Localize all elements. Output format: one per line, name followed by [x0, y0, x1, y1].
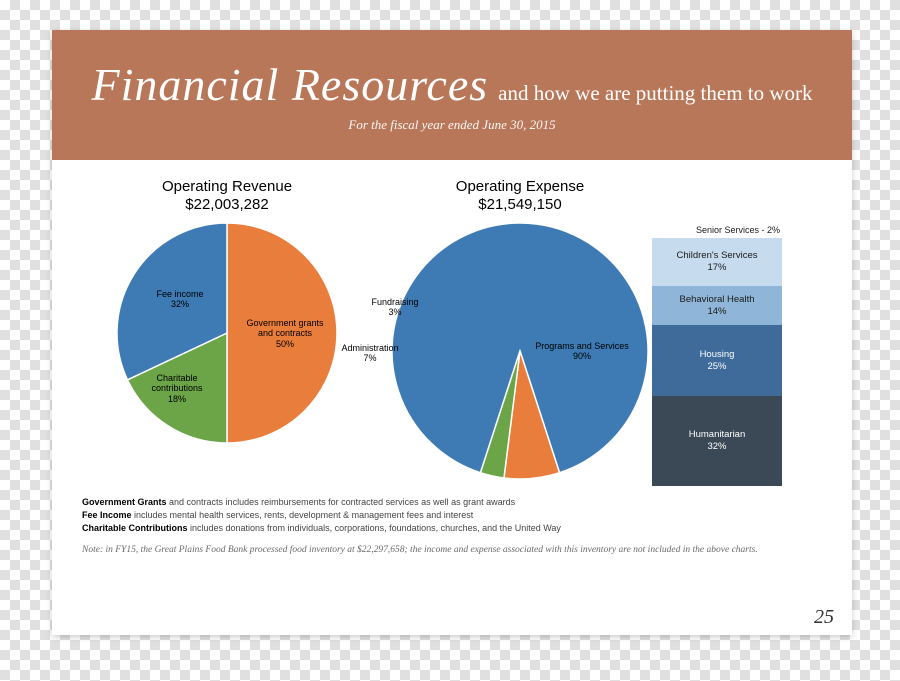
breakdown-cell: Housing25% [652, 325, 782, 395]
revenue-chart: Operating Revenue $22,003,282 Government… [82, 178, 372, 490]
banner-subtitle: For the fiscal year ended June 30, 2015 [348, 117, 555, 133]
banner-title-script: Financial Resources [91, 58, 488, 111]
expense-title: Operating Expense [456, 178, 584, 195]
charts-row: Operating Revenue $22,003,282 Government… [52, 160, 852, 490]
footnote-line: Charitable Contributions includes donati… [82, 522, 822, 535]
expense-header: Operating Expense $21,549,150 [456, 178, 584, 213]
footnotes: Government Grants and contracts includes… [52, 490, 852, 535]
page-number: 25 [814, 606, 834, 629]
revenue-title: Operating Revenue [162, 178, 292, 195]
banner-title-rest: and how we are putting them to work [498, 81, 812, 106]
breakdown-cell: Humanitarian32% [652, 396, 782, 486]
inventory-note: Note: in FY15, the Great Plains Food Ban… [52, 535, 852, 555]
revenue-header: Operating Revenue $22,003,282 [162, 178, 292, 213]
pie-slice-label: Charitable contributions 18% [137, 373, 217, 404]
header-banner: Financial Resources and how we are putti… [52, 30, 852, 160]
report-page: Financial Resources and how we are putti… [52, 30, 852, 635]
breakdown-cell: Senior Services - 2% [652, 224, 782, 238]
footnote-line: Fee Income includes mental health servic… [82, 509, 822, 522]
pie-slice-label: Fundraising 3% [360, 297, 430, 318]
pie-slice-label: Government grants and contracts 50% [235, 318, 335, 349]
pie-slice-label: Fee income 32% [145, 289, 215, 310]
revenue-amount: $22,003,282 [162, 196, 292, 213]
revenue-pie: Government grants and contracts 50% Chari… [117, 223, 337, 443]
pie-slice-label: Administration 7% [330, 343, 410, 364]
pie-slice-label: Programs and Services 90% [527, 341, 637, 362]
expense-amount: $21,549,150 [456, 196, 584, 213]
expense-pie: Programs and Services 90%Administration … [392, 223, 648, 479]
breakdown-cell: Behavioral Health14% [652, 286, 782, 325]
breakdown-cell: Children's Services17% [652, 238, 782, 286]
footnote-line: Government Grants and contracts includes… [82, 496, 822, 509]
expense-breakdown-legend: Senior Services - 2%Children's Services1… [652, 224, 782, 486]
banner-title-row: Financial Resources and how we are putti… [91, 58, 812, 111]
expense-chart: Operating Expense $21,549,150 Programs a… [392, 178, 832, 490]
